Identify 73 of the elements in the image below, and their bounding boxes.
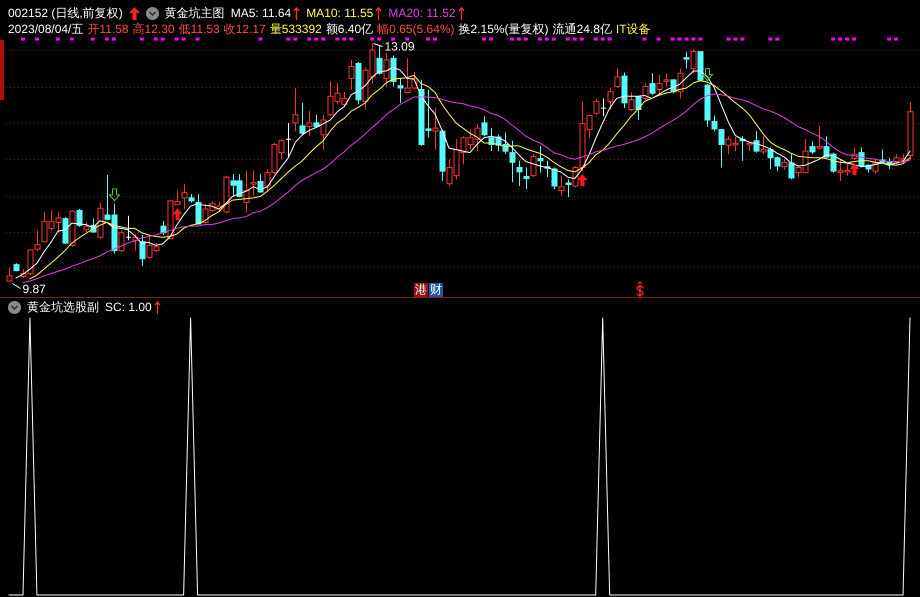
candlestick [704, 83, 710, 128]
candlestick [642, 83, 648, 100]
candlestick [908, 102, 914, 160]
candlestick [608, 88, 614, 110]
text: SC: 1.00 [105, 300, 152, 314]
candlestick [356, 62, 362, 105]
candlestick [782, 158, 788, 170]
candlestick [384, 52, 390, 88]
chart-title: 黄金坑选股副 [27, 298, 99, 316]
candlestick [684, 51, 690, 70]
candlestick [788, 154, 794, 180]
candlestick [14, 262, 20, 272]
candlestick [76, 208, 82, 228]
text: MA20: 11.52 [388, 6, 456, 20]
candlestick [636, 96, 642, 120]
candlestick [432, 108, 438, 150]
annotation: 9.87 [22, 282, 46, 296]
candlestick [440, 129, 446, 182]
candlestick [690, 48, 696, 74]
candlestick [740, 136, 746, 162]
candlestick [348, 59, 354, 90]
candlestick [84, 222, 90, 233]
candlestick [698, 51, 704, 82]
candlestick [482, 116, 488, 137]
candlestick [754, 130, 760, 154]
candlestick [314, 114, 320, 129]
candlestick [182, 183, 188, 210]
candlestick [510, 140, 516, 183]
candlestick [650, 72, 656, 96]
candlestick [524, 166, 530, 190]
candlestick [594, 98, 600, 116]
chart-subtitle: 黄金坑主图 [164, 4, 225, 22]
chart-title: 002152 (日线,前复权) [8, 4, 123, 22]
candlestick [810, 140, 816, 155]
candlestick [816, 125, 822, 150]
candlestick [258, 174, 264, 194]
candlestick [250, 170, 256, 196]
text: MA5: 11.64 [230, 6, 292, 20]
candlestick [286, 122, 292, 158]
text: 2023/08/04/五 开11.58 高12.30 低11.53 收12.17 量533392 额6.40亿 幅0.65(5.64%) 换2.15%(量复权) 流通24.8亿 IT设备 [8, 22, 651, 36]
candlestick [62, 216, 68, 244]
candlestick [292, 88, 298, 132]
candlestick [760, 136, 766, 155]
candlestick [614, 67, 620, 89]
candlestick [566, 178, 572, 198]
candlestick [70, 210, 76, 248]
candlestick [552, 166, 558, 190]
candlestick [538, 145, 544, 174]
candlestick [118, 230, 124, 253]
candlestick [600, 98, 606, 117]
candlestick [126, 215, 132, 241]
candlestick [376, 44, 382, 76]
candlestick [98, 202, 104, 240]
text: MA10: 11.55 [306, 6, 374, 20]
candlestick [746, 142, 752, 152]
candlestick [558, 175, 564, 196]
candlestick [320, 114, 326, 150]
annotation: 13.09 [384, 40, 415, 54]
candlestick [300, 102, 306, 136]
candlestick [140, 234, 146, 267]
candlestick [6, 267, 12, 283]
candlestick [656, 74, 662, 96]
candlestick [398, 78, 404, 104]
candlestick [196, 194, 202, 226]
candlestick [306, 110, 312, 137]
text: 港财 [415, 282, 442, 297]
candlestick [34, 230, 40, 252]
candlestick [628, 92, 634, 112]
candlestick [622, 72, 628, 109]
candlestick [188, 194, 194, 203]
candlestick [530, 154, 536, 178]
candlestick [516, 160, 522, 187]
candlestick [664, 72, 670, 88]
